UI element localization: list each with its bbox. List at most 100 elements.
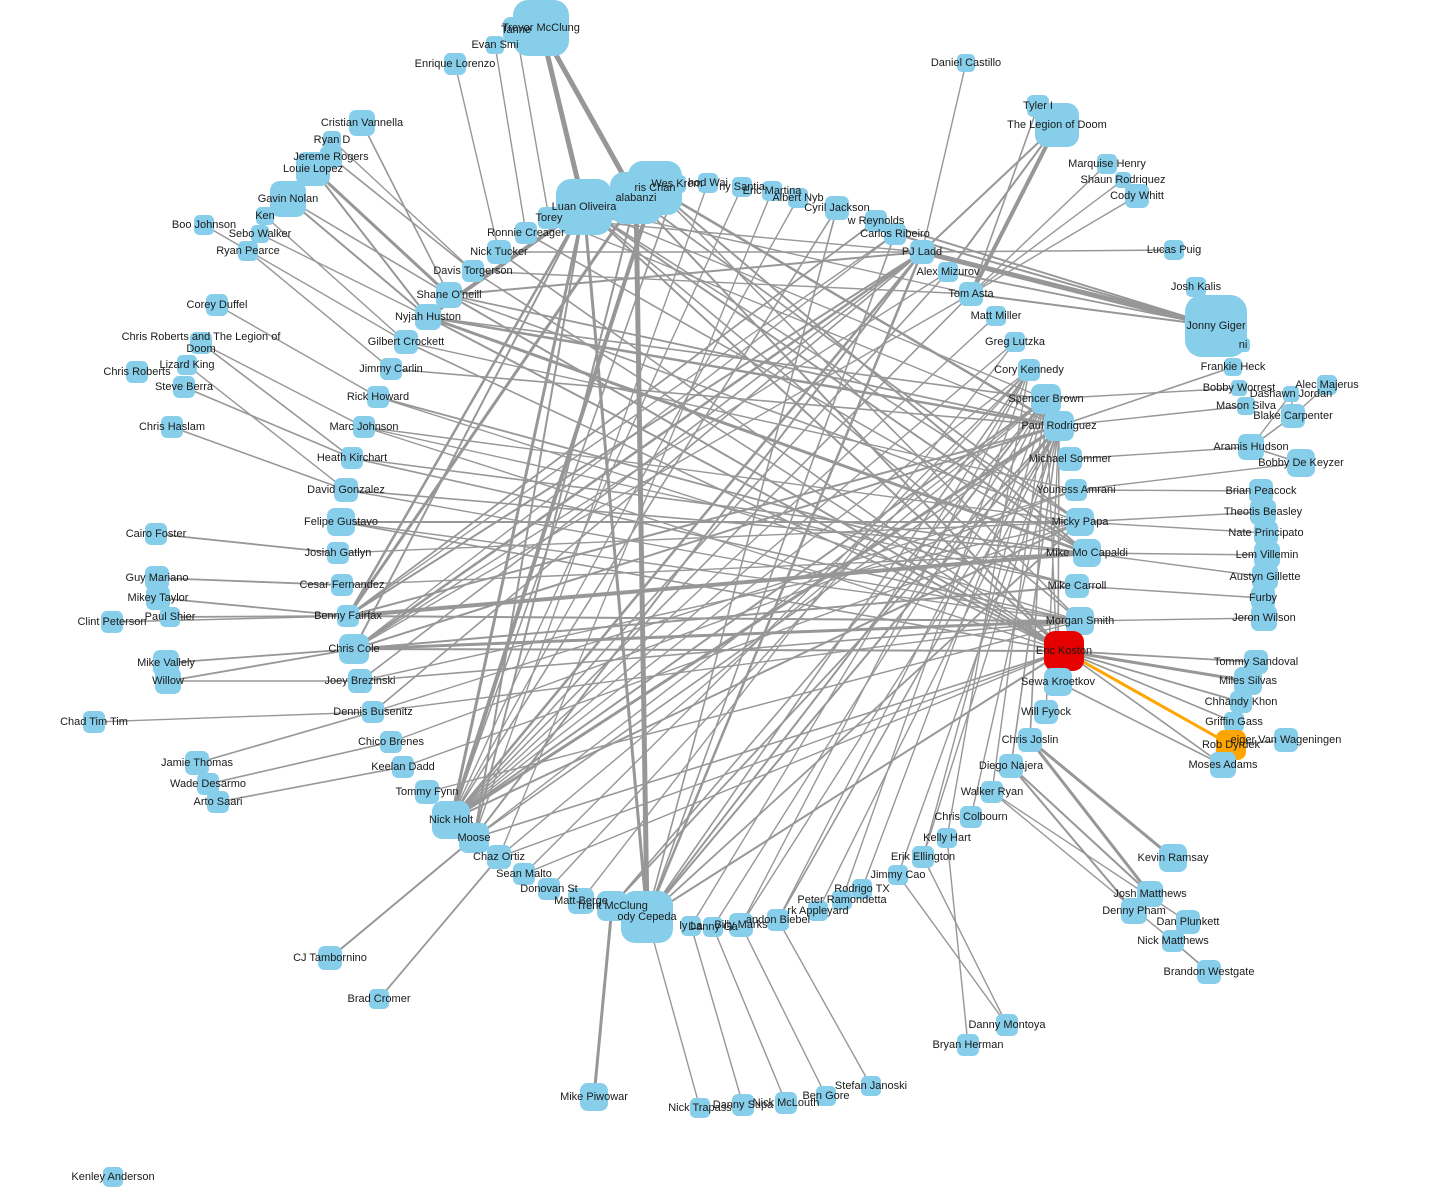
node-brandonwestgate[interactable] (1197, 960, 1221, 984)
node-rickh[interactable] (367, 386, 389, 408)
node-mikemo[interactable] (1073, 539, 1101, 567)
node-nicktucker[interactable] (487, 240, 511, 264)
node-trentmc[interactable] (597, 891, 627, 921)
node-masonsilva[interactable] (1237, 397, 1255, 415)
node-coreyduffel[interactable] (206, 294, 228, 316)
node-jimmyc[interactable] (380, 358, 402, 380)
node-donovan[interactable] (538, 878, 560, 900)
node-bradcromer[interactable] (369, 989, 389, 1009)
node-mikeytaylor[interactable] (146, 586, 170, 610)
node-nickholt[interactable] (432, 801, 470, 839)
node-ryand[interactable] (323, 131, 341, 149)
node-shaneo[interactable] (436, 282, 462, 308)
node-bengore[interactable] (816, 1086, 836, 1106)
node-tommyfynn[interactable] (415, 780, 439, 804)
node-gavin[interactable] (270, 181, 306, 217)
node-alecmajerus[interactable] (1317, 375, 1337, 395)
node-cristianv[interactable] (349, 110, 375, 136)
node-willfyock[interactable] (1034, 700, 1058, 724)
node-louie[interactable] (296, 152, 330, 186)
node-bobbyworrest[interactable] (1231, 380, 1247, 396)
node-enrique[interactable] (444, 53, 466, 75)
node-natep[interactable] (1254, 521, 1278, 545)
node-aramis[interactable] (1238, 434, 1264, 460)
node-billymarks[interactable] (729, 913, 753, 937)
node-chazortiz[interactable] (487, 845, 511, 869)
node-lucaspuig[interactable] (1164, 240, 1184, 260)
node-stefanj[interactable] (861, 1076, 881, 1096)
node-dannyga[interactable] (703, 917, 723, 937)
node-ishod[interactable] (698, 173, 718, 193)
node-diegon[interactable] (999, 754, 1023, 778)
node-chrishaslam[interactable] (161, 416, 183, 438)
node-rodrigotx[interactable] (852, 879, 872, 899)
node-daniel[interactable] (957, 54, 975, 72)
node-ericmart[interactable] (762, 181, 782, 201)
node-lyla[interactable] (681, 916, 701, 936)
node-trevor[interactable] (513, 0, 569, 56)
node-cjtambornino[interactable] (318, 946, 342, 970)
node-coryk[interactable] (1018, 359, 1040, 381)
node-dashawn[interactable] (1283, 386, 1299, 402)
node-tomasta[interactable] (959, 282, 983, 306)
node-josiah[interactable] (327, 542, 349, 564)
node-dannysupa[interactable] (732, 1094, 754, 1116)
node-blakecarpenter[interactable] (1281, 404, 1305, 428)
node-lizardking[interactable] (177, 355, 197, 375)
node-walkerryan[interactable] (981, 781, 1003, 803)
node-joshkalis[interactable] (1186, 277, 1206, 297)
node-bryanherman[interactable] (957, 1034, 979, 1056)
node-clintpeterson[interactable] (101, 611, 123, 633)
node-chriscole[interactable] (339, 634, 369, 664)
node-keelan[interactable] (392, 756, 414, 778)
node-markapple[interactable] (808, 901, 828, 921)
node-sewa[interactable] (1044, 668, 1072, 696)
node-cesarf[interactable] (331, 574, 353, 596)
node-frankieheck[interactable] (1224, 358, 1242, 376)
node-davidg[interactable] (334, 478, 358, 502)
node-carlosr[interactable] (884, 223, 906, 245)
node-ken[interactable] (256, 207, 274, 225)
node-willow[interactable] (155, 668, 181, 694)
node-nicktrapas[interactable] (690, 1098, 710, 1118)
node-marcj[interactable] (353, 416, 375, 438)
node-seanmalto[interactable] (513, 863, 535, 885)
node-youness[interactable] (1065, 479, 1087, 501)
node-austyng[interactable] (1252, 564, 1278, 590)
node-nyjah[interactable] (415, 304, 441, 330)
node-dennisb[interactable] (362, 701, 384, 723)
node-marquise[interactable] (1097, 154, 1117, 174)
node-jimmycao[interactable] (888, 865, 908, 885)
node-mattmiller[interactable] (986, 306, 1006, 326)
node-evansmi[interactable] (486, 36, 504, 54)
node-mosesadams[interactable] (1210, 752, 1236, 778)
node-morgansmith[interactable] (1066, 607, 1094, 635)
node-sebo[interactable] (251, 225, 269, 243)
node-spencerb[interactable] (1031, 384, 1061, 414)
node-legion[interactable] (1035, 103, 1079, 147)
node-boo[interactable] (194, 215, 214, 235)
node-chhandy[interactable] (1230, 691, 1252, 713)
node-nickmatthews[interactable] (1162, 930, 1184, 952)
node-kevinramsay[interactable] (1159, 844, 1187, 872)
node-milessilvas[interactable] (1234, 667, 1262, 695)
node-felipeg[interactable] (327, 508, 355, 536)
node-paulrod[interactable] (1044, 411, 1074, 441)
node-alexm[interactable] (938, 262, 958, 282)
node-kellyhart[interactable] (937, 828, 957, 848)
node-bennyf[interactable] (337, 605, 359, 627)
node-kenley[interactable] (103, 1167, 123, 1187)
node-peterram[interactable] (832, 890, 852, 910)
node-ni[interactable] (1236, 338, 1250, 352)
node-chriscolbourn[interactable] (960, 806, 982, 828)
node-luan[interactable] (556, 179, 612, 235)
node-greglutzka[interactable] (1005, 332, 1025, 352)
node-erickoston[interactable] (1044, 631, 1084, 671)
node-joeyb[interactable] (348, 669, 372, 693)
node-cairofoster[interactable] (145, 523, 167, 545)
node-chadtimtim[interactable] (83, 711, 105, 733)
node-mannys[interactable] (732, 177, 752, 197)
node-biebel[interactable] (767, 909, 789, 931)
node-steveberra[interactable] (173, 376, 195, 398)
node-pjladd[interactable] (910, 240, 934, 264)
